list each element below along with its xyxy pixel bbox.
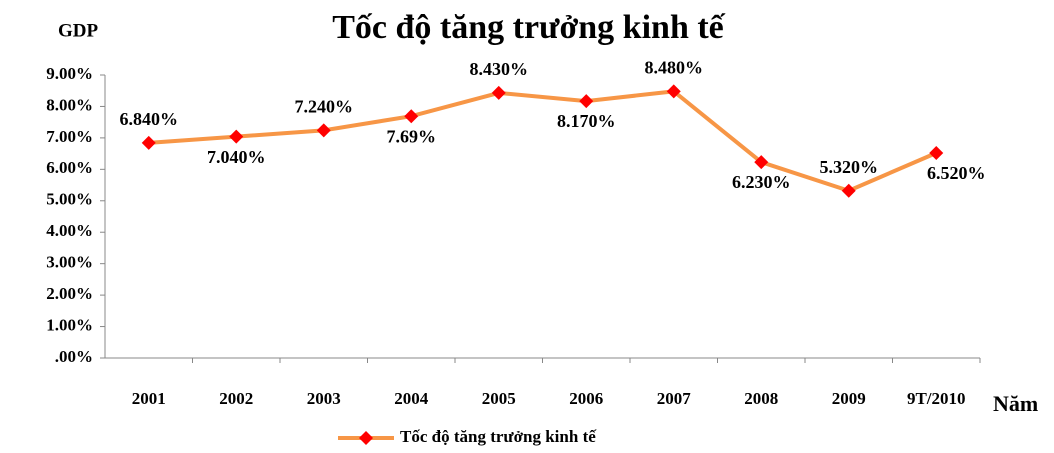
data-label: 6.520% [927, 163, 986, 183]
x-tick-label: 2006 [569, 389, 603, 408]
data-label: 7.040% [207, 147, 266, 167]
y-tick-label: 9.00% [46, 64, 93, 83]
data-label: 8.430% [470, 59, 529, 79]
y-tick-label: 3.00% [46, 253, 93, 272]
x-axis-label: Năm [993, 391, 1038, 416]
legend-label: Tốc độ tăng trưởng kinh tế [400, 427, 597, 446]
data-point [316, 123, 331, 138]
chart-title: Tốc độ tăng trưởng kinh tế [332, 9, 725, 46]
data-label: 6.230% [732, 172, 791, 192]
data-label: 6.840% [120, 109, 179, 129]
legend-marker [359, 431, 373, 445]
y-tick-label: 4.00% [46, 221, 93, 240]
data-point [491, 85, 506, 100]
data-label: 5.320% [820, 157, 879, 177]
data-point [841, 183, 856, 198]
data-point [929, 145, 944, 160]
data-label: 7.69% [387, 126, 437, 146]
data-point [754, 155, 769, 170]
x-tick-label: 2009 [832, 389, 866, 408]
x-tick-label: 2005 [482, 389, 516, 408]
y-tick-label: 5.00% [46, 190, 93, 209]
y-tick-label: 6.00% [46, 158, 93, 177]
data-point [666, 84, 681, 99]
data-point [229, 129, 244, 144]
data-point [579, 94, 594, 109]
x-tick-label: 2004 [394, 389, 429, 408]
data-point [141, 135, 156, 150]
x-tick-label: 2002 [219, 389, 253, 408]
x-tick-label: 2007 [657, 389, 692, 408]
x-tick-label: 2008 [744, 389, 778, 408]
data-label: 8.170% [557, 111, 616, 131]
y-tick-label: 8.00% [46, 95, 93, 114]
x-tick-label: 9T/2010 [907, 389, 966, 408]
y-tick-label: 2.00% [46, 284, 93, 303]
y-tick-label: 1.00% [46, 315, 93, 334]
data-label: 8.480% [645, 57, 704, 77]
data-point [404, 109, 419, 124]
y-tick-label: .00% [55, 347, 93, 366]
y-axis-label: GDP [58, 20, 99, 41]
y-tick-label: 7.00% [46, 127, 93, 146]
series-line [148, 89, 938, 193]
x-tick-label: 2001 [132, 389, 166, 408]
x-tick-label: 2003 [307, 389, 341, 408]
data-label: 7.240% [295, 96, 354, 116]
